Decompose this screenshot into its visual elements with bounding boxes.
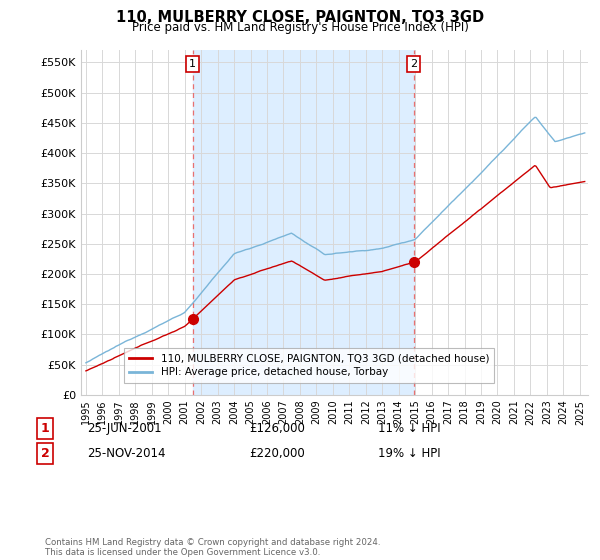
- Text: 11% ↓ HPI: 11% ↓ HPI: [378, 422, 440, 435]
- Text: 110, MULBERRY CLOSE, PAIGNTON, TQ3 3GD: 110, MULBERRY CLOSE, PAIGNTON, TQ3 3GD: [116, 10, 484, 25]
- Text: 25-JUN-2001: 25-JUN-2001: [87, 422, 161, 435]
- Text: 1: 1: [41, 422, 49, 435]
- Text: 2: 2: [410, 59, 417, 69]
- Text: 1: 1: [189, 59, 196, 69]
- Text: Price paid vs. HM Land Registry's House Price Index (HPI): Price paid vs. HM Land Registry's House …: [131, 21, 469, 34]
- Text: 25-NOV-2014: 25-NOV-2014: [87, 447, 166, 460]
- Legend: 110, MULBERRY CLOSE, PAIGNTON, TQ3 3GD (detached house), HPI: Average price, det: 110, MULBERRY CLOSE, PAIGNTON, TQ3 3GD (…: [124, 348, 494, 382]
- Text: 2: 2: [41, 447, 49, 460]
- Text: 19% ↓ HPI: 19% ↓ HPI: [378, 447, 440, 460]
- Text: Contains HM Land Registry data © Crown copyright and database right 2024.
This d: Contains HM Land Registry data © Crown c…: [45, 538, 380, 557]
- Text: £126,000: £126,000: [249, 422, 305, 435]
- Bar: [193, 50, 413, 395]
- Text: £220,000: £220,000: [249, 447, 305, 460]
